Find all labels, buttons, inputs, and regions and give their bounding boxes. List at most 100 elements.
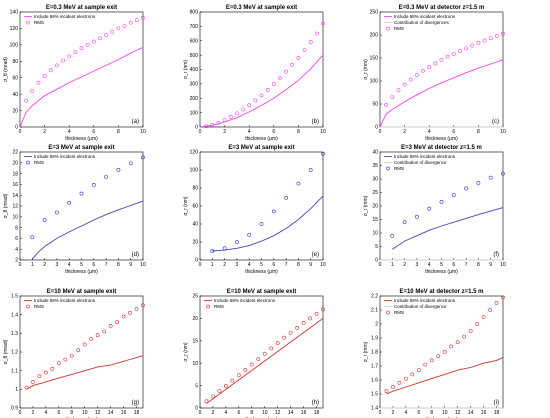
y-tick-label: 80 bbox=[192, 186, 198, 192]
data-point bbox=[284, 195, 289, 200]
data-point bbox=[296, 56, 301, 60]
x-tick-label: 5 bbox=[440, 262, 443, 268]
x-tick-label: 1 bbox=[31, 262, 34, 268]
x-tick-label: 4 bbox=[68, 262, 71, 268]
x-tick-label: 18 bbox=[314, 410, 320, 416]
y-tick-label: 15 bbox=[372, 217, 378, 223]
data-point bbox=[56, 361, 61, 366]
data-point bbox=[79, 46, 84, 51]
data-point bbox=[321, 307, 325, 312]
data-point bbox=[284, 69, 289, 74]
x-tick-label: 8 bbox=[477, 262, 480, 268]
y-tick-label: 20 bbox=[192, 316, 198, 322]
data-point bbox=[24, 385, 29, 390]
y-tick-label: 0 bbox=[15, 125, 18, 131]
y-tick-label: 600 bbox=[190, 38, 199, 44]
legend-entry: RMS bbox=[394, 166, 404, 171]
legend-entry: Include 68% incident electrons bbox=[394, 14, 456, 19]
x-tick-label: 8 bbox=[70, 410, 73, 416]
y-tick-label: 0 bbox=[195, 406, 198, 412]
y-tick-label: 16 bbox=[12, 182, 18, 188]
data-point bbox=[79, 191, 84, 196]
series-line-0 bbox=[392, 207, 504, 250]
data-point bbox=[116, 26, 121, 31]
y-tick-label: 8 bbox=[15, 225, 18, 231]
data-point bbox=[451, 193, 456, 198]
plot-area bbox=[19, 295, 144, 409]
y-tick-label: 25 bbox=[192, 294, 198, 300]
data-point bbox=[421, 68, 425, 73]
data-point bbox=[222, 118, 227, 123]
data-point bbox=[50, 366, 55, 371]
x-tick-label: 10 bbox=[320, 129, 326, 135]
y-tick-label: 6 bbox=[15, 236, 18, 242]
data-point bbox=[501, 171, 505, 176]
y-tick-label: 2 bbox=[15, 258, 18, 264]
data-point bbox=[449, 344, 454, 349]
panel-label: (a) bbox=[132, 119, 139, 125]
y-tick-label: 100 bbox=[10, 43, 19, 49]
x-tick-label: 14 bbox=[108, 410, 114, 416]
y-axis-label: σ_r (nm) bbox=[183, 196, 189, 216]
x-tick-label: 2 bbox=[223, 129, 226, 135]
chart-title: E=10 MeV at detector z=1.5 m bbox=[399, 289, 483, 295]
x-tick-label: 0 bbox=[199, 129, 202, 135]
data-point bbox=[439, 57, 444, 62]
data-point bbox=[128, 20, 133, 25]
x-tick-label: 5 bbox=[260, 262, 263, 268]
y-tick-label: 2.2 bbox=[371, 294, 378, 300]
legend-entry: RMS bbox=[214, 304, 224, 309]
legend-swatch bbox=[386, 26, 390, 31]
legend-entry: RMS bbox=[34, 20, 44, 25]
data-point bbox=[458, 49, 462, 54]
x-tick-label: 10 bbox=[500, 262, 506, 268]
series-line-0 bbox=[386, 357, 504, 395]
x-tick-label: 16 bbox=[301, 410, 307, 416]
x-tick-label: 0 bbox=[19, 410, 22, 416]
x-axis-label: thickness (μm) bbox=[65, 136, 98, 142]
x-tick-label: 0 bbox=[379, 410, 382, 416]
x-tick-label: 4 bbox=[248, 262, 251, 268]
data-point bbox=[396, 88, 401, 93]
chart-panel-c: E=0.3 MeV at detector z=1.5 m0 2 4 6 8 100501… bbox=[363, 5, 506, 142]
data-point bbox=[121, 314, 126, 319]
data-point bbox=[115, 320, 120, 325]
y-tick-label: 1.9 bbox=[371, 336, 378, 342]
data-point bbox=[282, 335, 287, 340]
data-point bbox=[55, 63, 59, 68]
series-line-0 bbox=[212, 195, 324, 252]
data-point bbox=[63, 357, 68, 362]
data-point bbox=[30, 235, 35, 240]
legend-entry: Contribution of divergences bbox=[394, 20, 450, 25]
data-point bbox=[73, 50, 78, 55]
chart-title: E=10 MeV at sample exit bbox=[47, 289, 117, 295]
data-point bbox=[455, 340, 460, 345]
y-axis-label: σ_r (mm) bbox=[363, 195, 369, 216]
data-point bbox=[445, 54, 450, 59]
plot-area bbox=[199, 11, 324, 128]
x-tick-label: 8 bbox=[250, 410, 253, 416]
data-point bbox=[436, 354, 441, 359]
data-point bbox=[481, 315, 486, 319]
x-tick-label: 12 bbox=[275, 410, 281, 416]
data-point bbox=[55, 210, 59, 215]
x-tick-label: 6 bbox=[272, 262, 275, 268]
x-tick-label: 18 bbox=[134, 410, 140, 416]
series-line-0 bbox=[31, 200, 144, 260]
x-tick-label: 8 bbox=[297, 262, 300, 268]
data-point bbox=[476, 181, 481, 185]
y-tick-label: 20 bbox=[12, 108, 18, 114]
legend-swatch bbox=[26, 160, 30, 165]
y-tick-label: 1 bbox=[15, 387, 18, 393]
x-tick-label: 18 bbox=[494, 410, 500, 416]
plot-area bbox=[19, 151, 144, 261]
y-tick-label: 120 bbox=[190, 150, 199, 156]
chart-panel-f: E=3 MeV at detector z=1.5 m 0 1 2 3 4 5 6 7 8 9 10 0… bbox=[363, 145, 506, 275]
x-tick-label: 6 bbox=[452, 262, 455, 268]
data-point bbox=[414, 214, 419, 219]
data-point bbox=[468, 329, 473, 333]
legend-entry: Include 68% incident electrons bbox=[34, 14, 96, 19]
data-point bbox=[321, 21, 325, 26]
data-point bbox=[501, 31, 505, 36]
